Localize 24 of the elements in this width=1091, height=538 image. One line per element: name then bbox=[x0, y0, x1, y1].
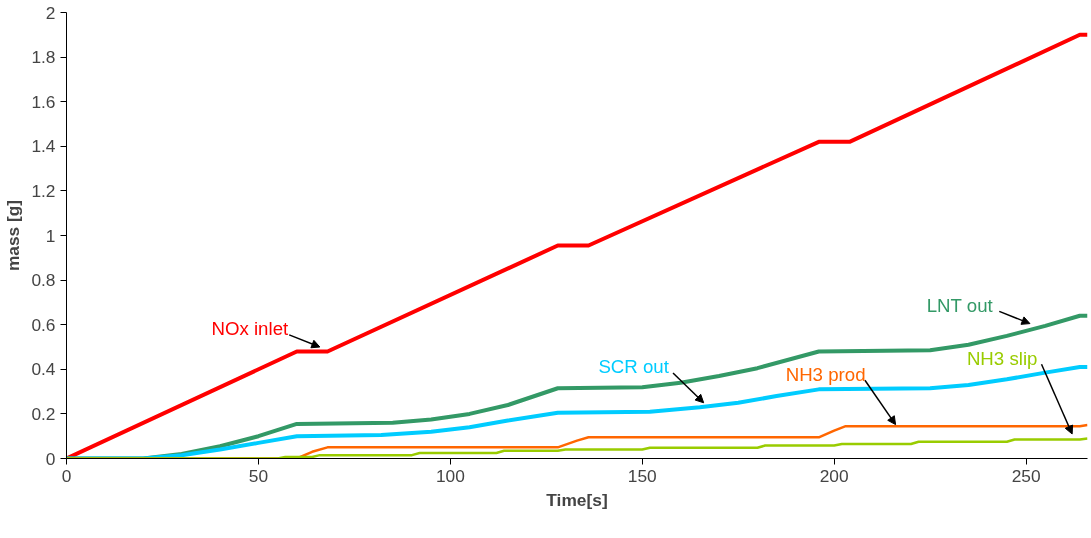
y-tick-label: 1.2 bbox=[31, 180, 56, 201]
y-tick-label: 1.6 bbox=[31, 91, 56, 112]
annotation: SCR out bbox=[598, 356, 670, 378]
x-tick-label: 250 bbox=[1011, 465, 1041, 486]
y-tick-label: 0.4 bbox=[31, 359, 56, 380]
x-axis-title: Time[s] bbox=[546, 489, 608, 510]
y-tick-label: 0 bbox=[45, 448, 56, 469]
annotation: LNT out bbox=[926, 294, 994, 316]
annotation: NOx inlet bbox=[211, 318, 290, 339]
x-tick-label: 150 bbox=[627, 465, 657, 486]
y-tick-label: 1 bbox=[45, 225, 56, 246]
y-tick-label: 0.2 bbox=[31, 403, 56, 424]
x-tick-label: 0 bbox=[61, 465, 72, 486]
y-tick-label: 2 bbox=[45, 2, 56, 23]
annotation: NH3 prod bbox=[785, 363, 866, 385]
y-tick-label: 0.6 bbox=[31, 314, 56, 335]
x-tick-label: 100 bbox=[435, 465, 465, 486]
x-tick-label: 50 bbox=[248, 465, 269, 486]
y-axis-title: mass [g] bbox=[3, 199, 24, 272]
x-tick-label: 200 bbox=[819, 465, 849, 486]
annotation: NH3 slip bbox=[966, 348, 1038, 370]
y-tick-label: 1.4 bbox=[31, 136, 56, 157]
y-tick-label: 1.8 bbox=[31, 47, 56, 68]
y-tick-label: 0.8 bbox=[31, 270, 56, 291]
